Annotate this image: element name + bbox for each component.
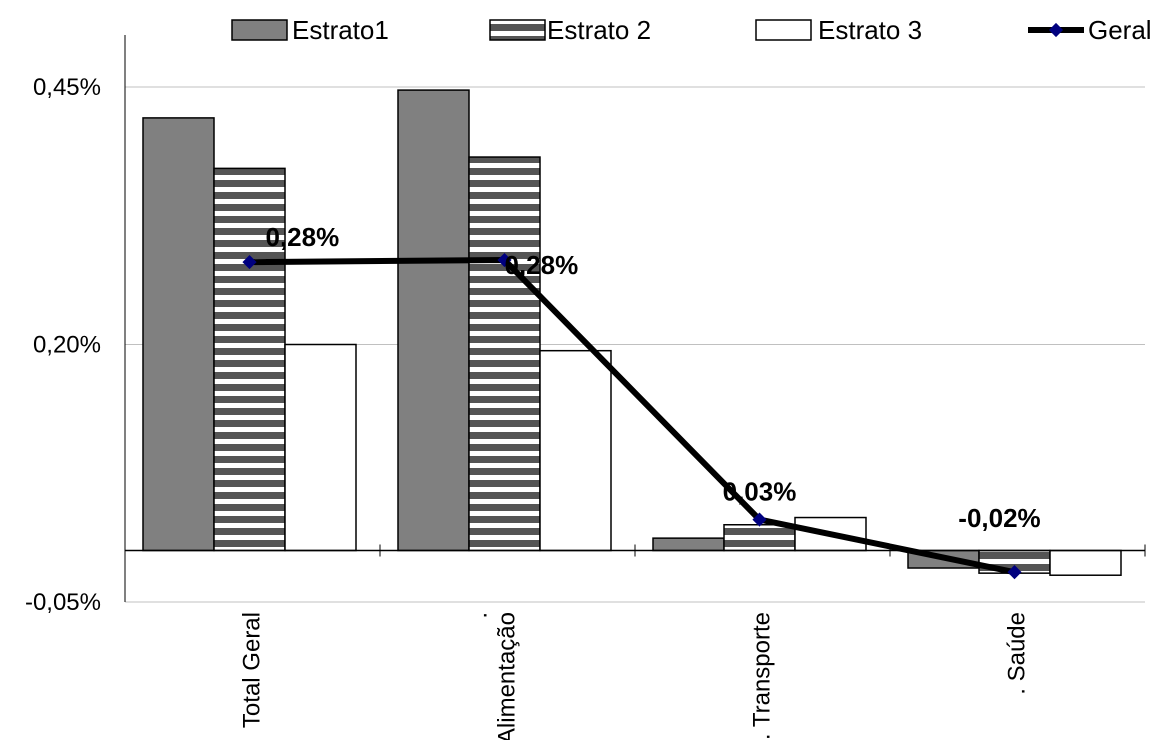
category-label: . Saúde: [1004, 612, 1031, 695]
axes: -0,05% 0,20% 0,45% Total Geral. Alimentação.…: [25, 35, 1146, 740]
data-label: 0,03%: [723, 477, 797, 507]
data-label: 0,28%: [505, 250, 579, 280]
category-label: . Transporte: [749, 612, 776, 740]
legend-swatch-estrato3: [755, 19, 812, 41]
y-tick-label: 0,20%: [33, 332, 101, 359]
estrato1-bar: [142, 117, 215, 552]
legend-marker-geral: [1048, 22, 1064, 38]
estrato3-bar: [1049, 549, 1122, 576]
legend-swatch-estrato2: [489, 19, 546, 41]
geral-line: [249, 257, 1016, 576]
legend-label: Estrato 3: [818, 15, 922, 45]
y-tick-label: 0,45%: [33, 74, 101, 101]
estrato3-bar: [284, 343, 357, 552]
legend-swatch-estrato1: [231, 19, 288, 41]
geral-line-series: [242, 252, 1022, 580]
category-label: Alimentação: [494, 612, 521, 740]
legend: Estrato1 Estrato 2 Estrato 3 Geral: [231, 15, 1152, 45]
bars: [142, 89, 1122, 576]
estrato1-bar: [652, 537, 725, 552]
geral-marker: [752, 512, 767, 527]
estrato2-bar: [468, 156, 541, 552]
estrato1-bar: [397, 89, 470, 552]
geral-marker: [1007, 565, 1022, 580]
legend-label: Estrato 2: [547, 15, 651, 45]
legend-label: Geral: [1088, 15, 1152, 45]
category-label: .: [466, 612, 493, 619]
data-labels: 0,28% 0,28% 0,03% -0,02%: [266, 222, 1041, 533]
category-label: Total Geral: [239, 612, 266, 728]
geral-marker: [242, 255, 257, 270]
estrato2-bar: [723, 524, 796, 552]
estrato3-bar: [539, 349, 612, 552]
data-label: 0,28%: [266, 222, 340, 252]
y-tick-label: -0,05%: [25, 589, 101, 616]
legend-label: Estrato1: [292, 15, 389, 45]
data-label: -0,02%: [958, 503, 1040, 533]
